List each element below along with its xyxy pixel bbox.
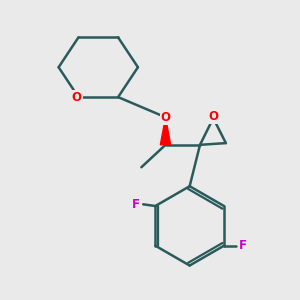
Text: O: O — [208, 110, 218, 123]
Text: F: F — [132, 198, 140, 211]
Text: O: O — [72, 91, 82, 103]
Text: O: O — [160, 111, 170, 124]
Polygon shape — [160, 117, 171, 145]
Text: F: F — [239, 239, 247, 252]
